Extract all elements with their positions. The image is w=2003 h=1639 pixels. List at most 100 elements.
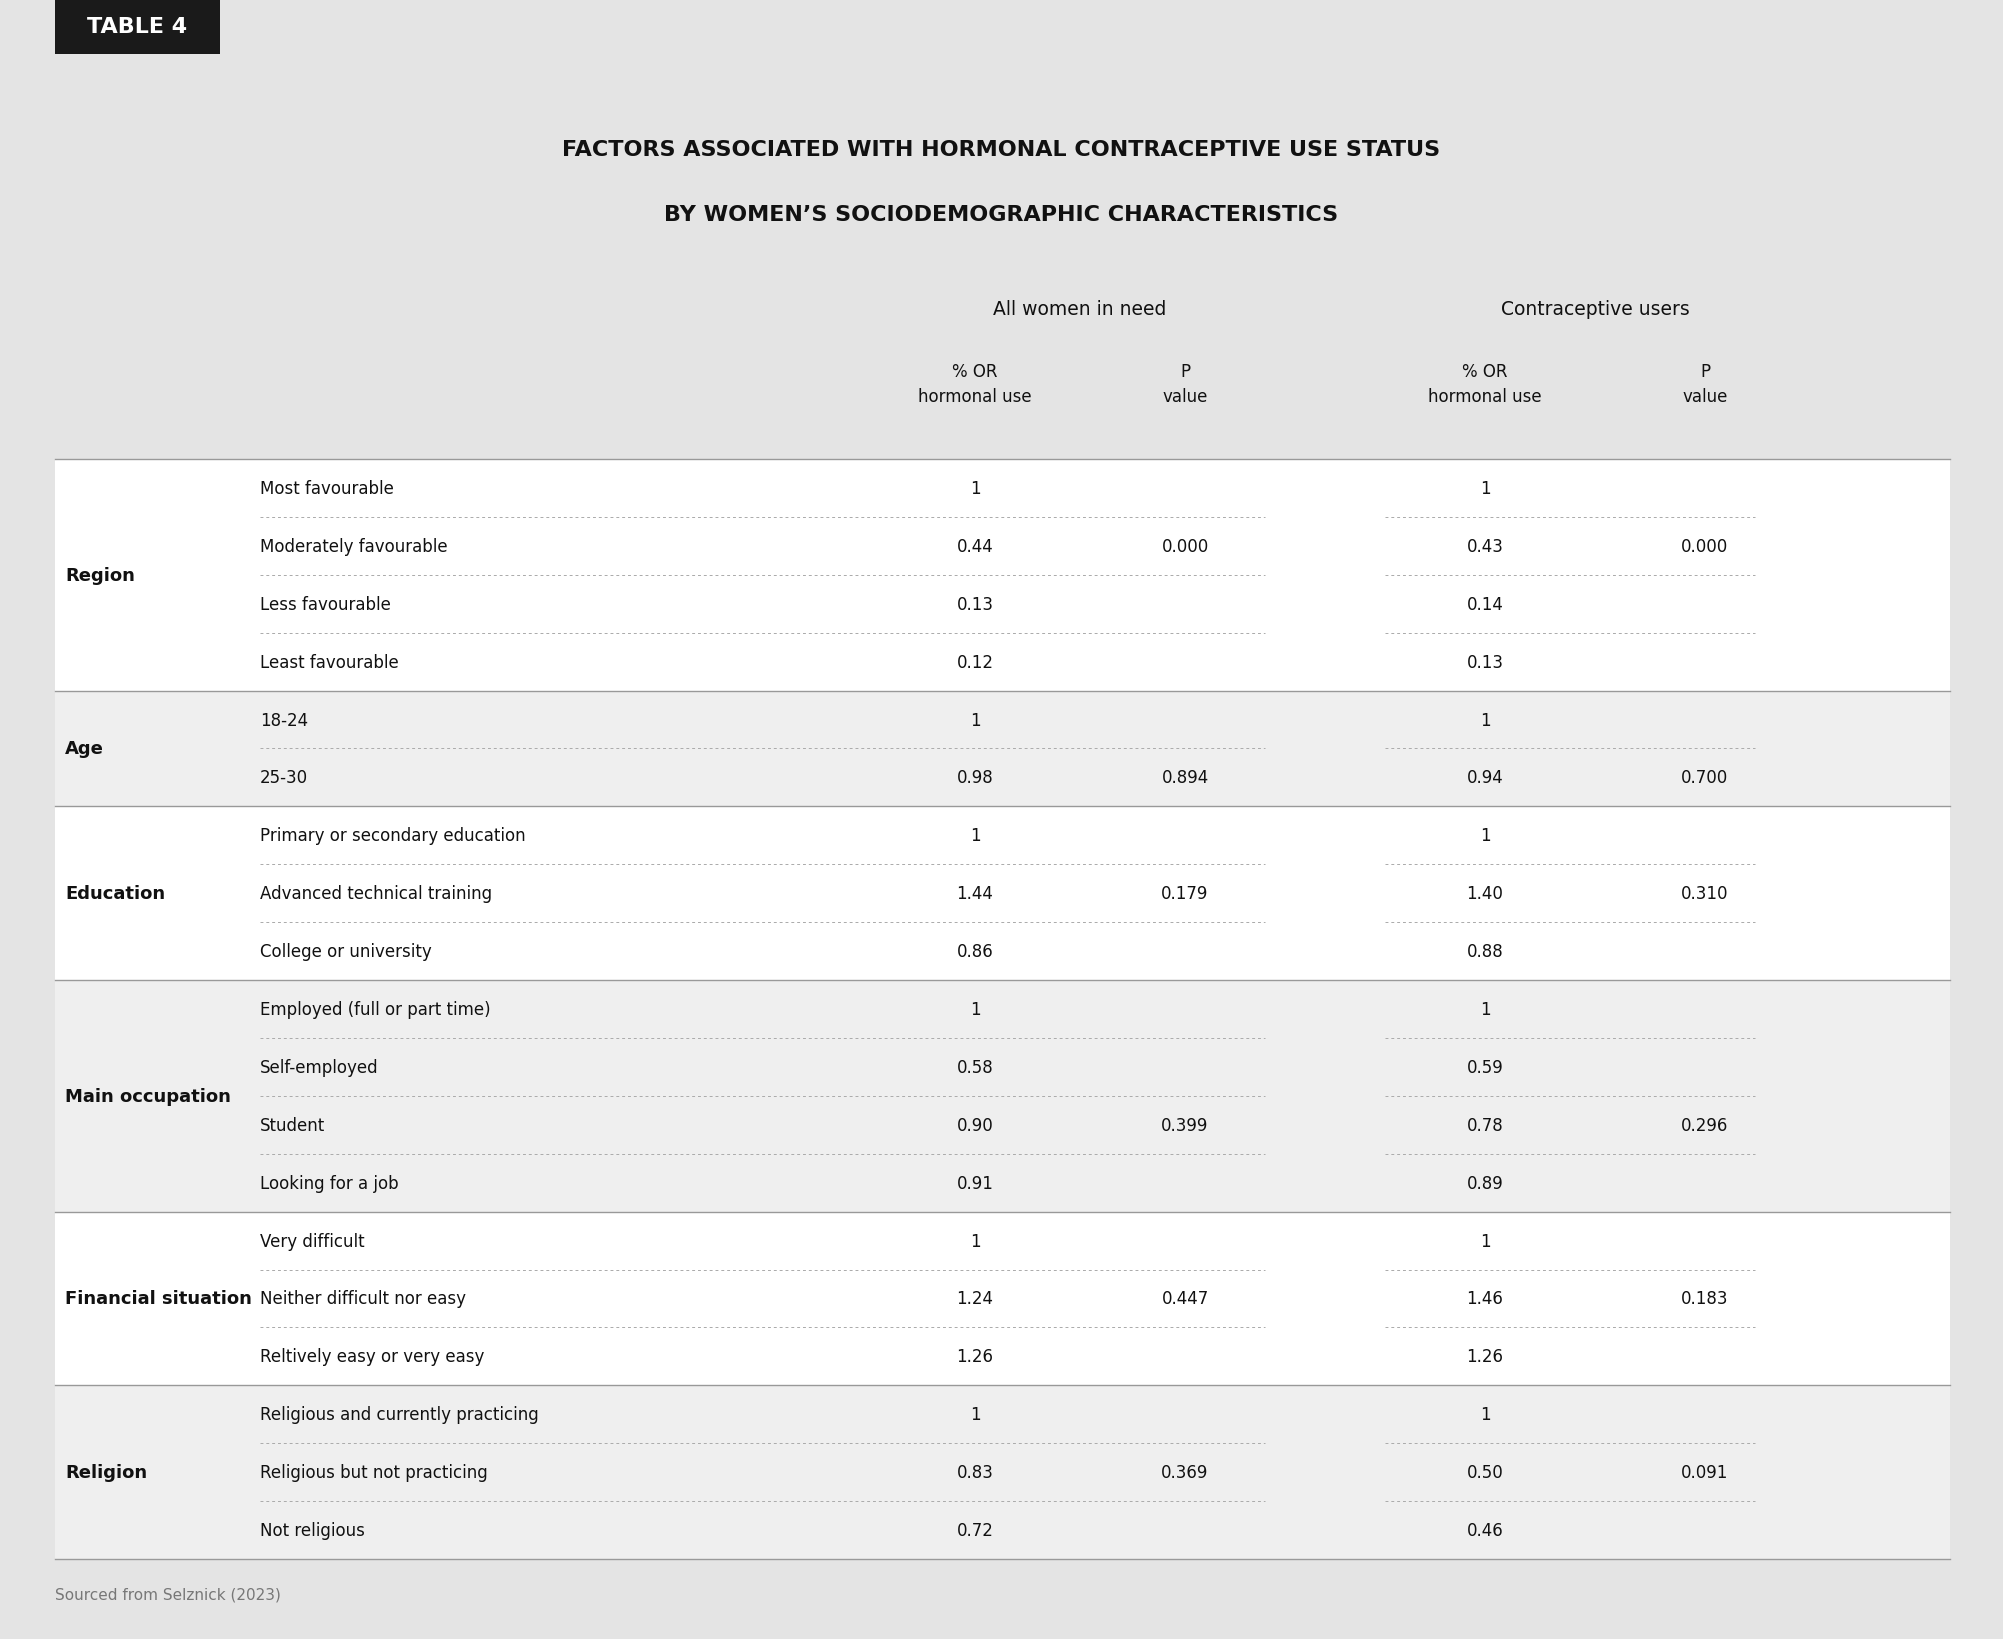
Text: 0.310: 0.310 — [1681, 885, 1729, 903]
Text: 0.59: 0.59 — [1466, 1059, 1504, 1077]
Bar — [54, 923, 1951, 980]
Text: 0.94: 0.94 — [1466, 769, 1504, 787]
Text: 1: 1 — [1480, 480, 1490, 498]
Text: 0.91: 0.91 — [957, 1174, 993, 1192]
Text: 0.369: 0.369 — [1162, 1464, 1208, 1482]
Text: 0.091: 0.091 — [1681, 1464, 1729, 1482]
Text: Region: Region — [64, 567, 134, 585]
Text: 1: 1 — [969, 1233, 979, 1251]
Bar — [54, 1444, 1951, 1501]
Bar — [54, 692, 1951, 749]
Text: 0.86: 0.86 — [957, 942, 993, 960]
Bar — [54, 980, 1951, 1039]
Text: 1.26: 1.26 — [957, 1347, 993, 1365]
Text: 0.12: 0.12 — [957, 654, 993, 672]
Text: Primary or secondary education: Primary or secondary education — [260, 826, 525, 844]
Bar — [54, 459, 1951, 518]
Text: Education: Education — [64, 885, 164, 903]
Text: Very difficult: Very difficult — [260, 1233, 365, 1251]
Bar — [54, 518, 1951, 575]
Text: 25-30: 25-30 — [260, 769, 308, 787]
Bar — [54, 575, 1951, 633]
Text: 0.44: 0.44 — [957, 538, 993, 556]
Text: 18-24: 18-24 — [260, 711, 308, 729]
Bar — [54, 1270, 1951, 1328]
Text: BY WOMEN’S SOCIODEMOGRAPHIC CHARACTERISTICS: BY WOMEN’S SOCIODEMOGRAPHIC CHARACTERIST… — [665, 205, 1338, 225]
Bar — [54, 1039, 1951, 1096]
Text: Least favourable: Least favourable — [260, 654, 399, 672]
Text: 0.58: 0.58 — [957, 1059, 993, 1077]
Text: 0.13: 0.13 — [1466, 654, 1504, 672]
Text: 1: 1 — [969, 1405, 979, 1423]
Text: 1: 1 — [969, 826, 979, 844]
Text: Moderately favourable: Moderately favourable — [260, 538, 447, 556]
Bar — [54, 749, 1951, 806]
Text: 1: 1 — [1480, 711, 1490, 729]
Text: 1: 1 — [1480, 1000, 1490, 1018]
Text: 0.14: 0.14 — [1466, 595, 1504, 613]
Text: 1: 1 — [1480, 1233, 1490, 1251]
Text: 0.13: 0.13 — [957, 595, 993, 613]
Text: 0.89: 0.89 — [1466, 1174, 1504, 1192]
Text: Reltively easy or very easy: Reltively easy or very easy — [260, 1347, 485, 1365]
Text: 1.46: 1.46 — [1466, 1290, 1504, 1308]
Text: All women in need: All women in need — [993, 300, 1166, 320]
Text: 0.98: 0.98 — [957, 769, 993, 787]
Bar — [54, 1501, 1951, 1559]
Text: 0.46: 0.46 — [1466, 1521, 1504, 1539]
Text: Student: Student — [260, 1116, 324, 1134]
Text: 1: 1 — [969, 1000, 979, 1018]
Text: Not religious: Not religious — [260, 1521, 365, 1539]
Bar — [54, 1328, 1951, 1385]
Text: Self-employed: Self-employed — [260, 1059, 379, 1077]
Bar — [54, 633, 1951, 692]
Text: P
value: P value — [1683, 364, 1729, 406]
Text: Contraceptive users: Contraceptive users — [1500, 300, 1689, 320]
Text: TABLE 4: TABLE 4 — [88, 18, 188, 38]
Text: 1.40: 1.40 — [1466, 885, 1504, 903]
Text: Financial situation: Financial situation — [64, 1290, 252, 1308]
Text: % OR
hormonal use: % OR hormonal use — [1428, 364, 1542, 406]
Text: Sourced from Selznick (2023): Sourced from Selznick (2023) — [54, 1587, 280, 1601]
Bar — [54, 1385, 1951, 1444]
Text: 0.78: 0.78 — [1466, 1116, 1504, 1134]
Text: 1: 1 — [1480, 1405, 1490, 1423]
Text: Neither difficult nor easy: Neither difficult nor easy — [260, 1290, 467, 1308]
Text: 0.83: 0.83 — [957, 1464, 993, 1482]
Bar — [54, 865, 1951, 923]
Text: 0.179: 0.179 — [1162, 885, 1208, 903]
Text: P
value: P value — [1162, 364, 1208, 406]
Text: College or university: College or university — [260, 942, 433, 960]
Text: % OR
hormonal use: % OR hormonal use — [917, 364, 1032, 406]
Text: 0.447: 0.447 — [1162, 1290, 1208, 1308]
Text: 1.24: 1.24 — [957, 1290, 993, 1308]
Text: 1: 1 — [1480, 826, 1490, 844]
Text: 0.88: 0.88 — [1466, 942, 1504, 960]
Text: 0.894: 0.894 — [1162, 769, 1208, 787]
Bar — [54, 1211, 1951, 1270]
Text: 1: 1 — [969, 480, 979, 498]
Text: Employed (full or part time): Employed (full or part time) — [260, 1000, 491, 1018]
Text: 1.26: 1.26 — [1466, 1347, 1504, 1365]
Text: Religion: Religion — [64, 1464, 146, 1482]
Bar — [54, 0, 220, 56]
Text: Looking for a job: Looking for a job — [260, 1174, 399, 1192]
Text: 0.000: 0.000 — [1681, 538, 1729, 556]
Text: 0.90: 0.90 — [957, 1116, 993, 1134]
Text: Age: Age — [64, 741, 104, 757]
Text: Advanced technical training: Advanced technical training — [260, 885, 493, 903]
Text: FACTORS ASSOCIATED WITH HORMONAL CONTRACEPTIVE USE STATUS: FACTORS ASSOCIATED WITH HORMONAL CONTRAC… — [563, 139, 1440, 161]
Bar — [54, 459, 1951, 1559]
Text: 0.50: 0.50 — [1466, 1464, 1504, 1482]
Text: 0.000: 0.000 — [1162, 538, 1208, 556]
Text: 0.43: 0.43 — [1466, 538, 1504, 556]
Text: 1: 1 — [969, 711, 979, 729]
Text: 0.72: 0.72 — [957, 1521, 993, 1539]
Bar — [54, 1154, 1951, 1211]
Text: Religious and currently practicing: Religious and currently practicing — [260, 1405, 539, 1423]
Text: Less favourable: Less favourable — [260, 595, 391, 613]
Text: Religious but not practicing: Religious but not practicing — [260, 1464, 489, 1482]
Text: 0.399: 0.399 — [1162, 1116, 1208, 1134]
Text: 1.44: 1.44 — [957, 885, 993, 903]
Text: Most favourable: Most favourable — [260, 480, 395, 498]
